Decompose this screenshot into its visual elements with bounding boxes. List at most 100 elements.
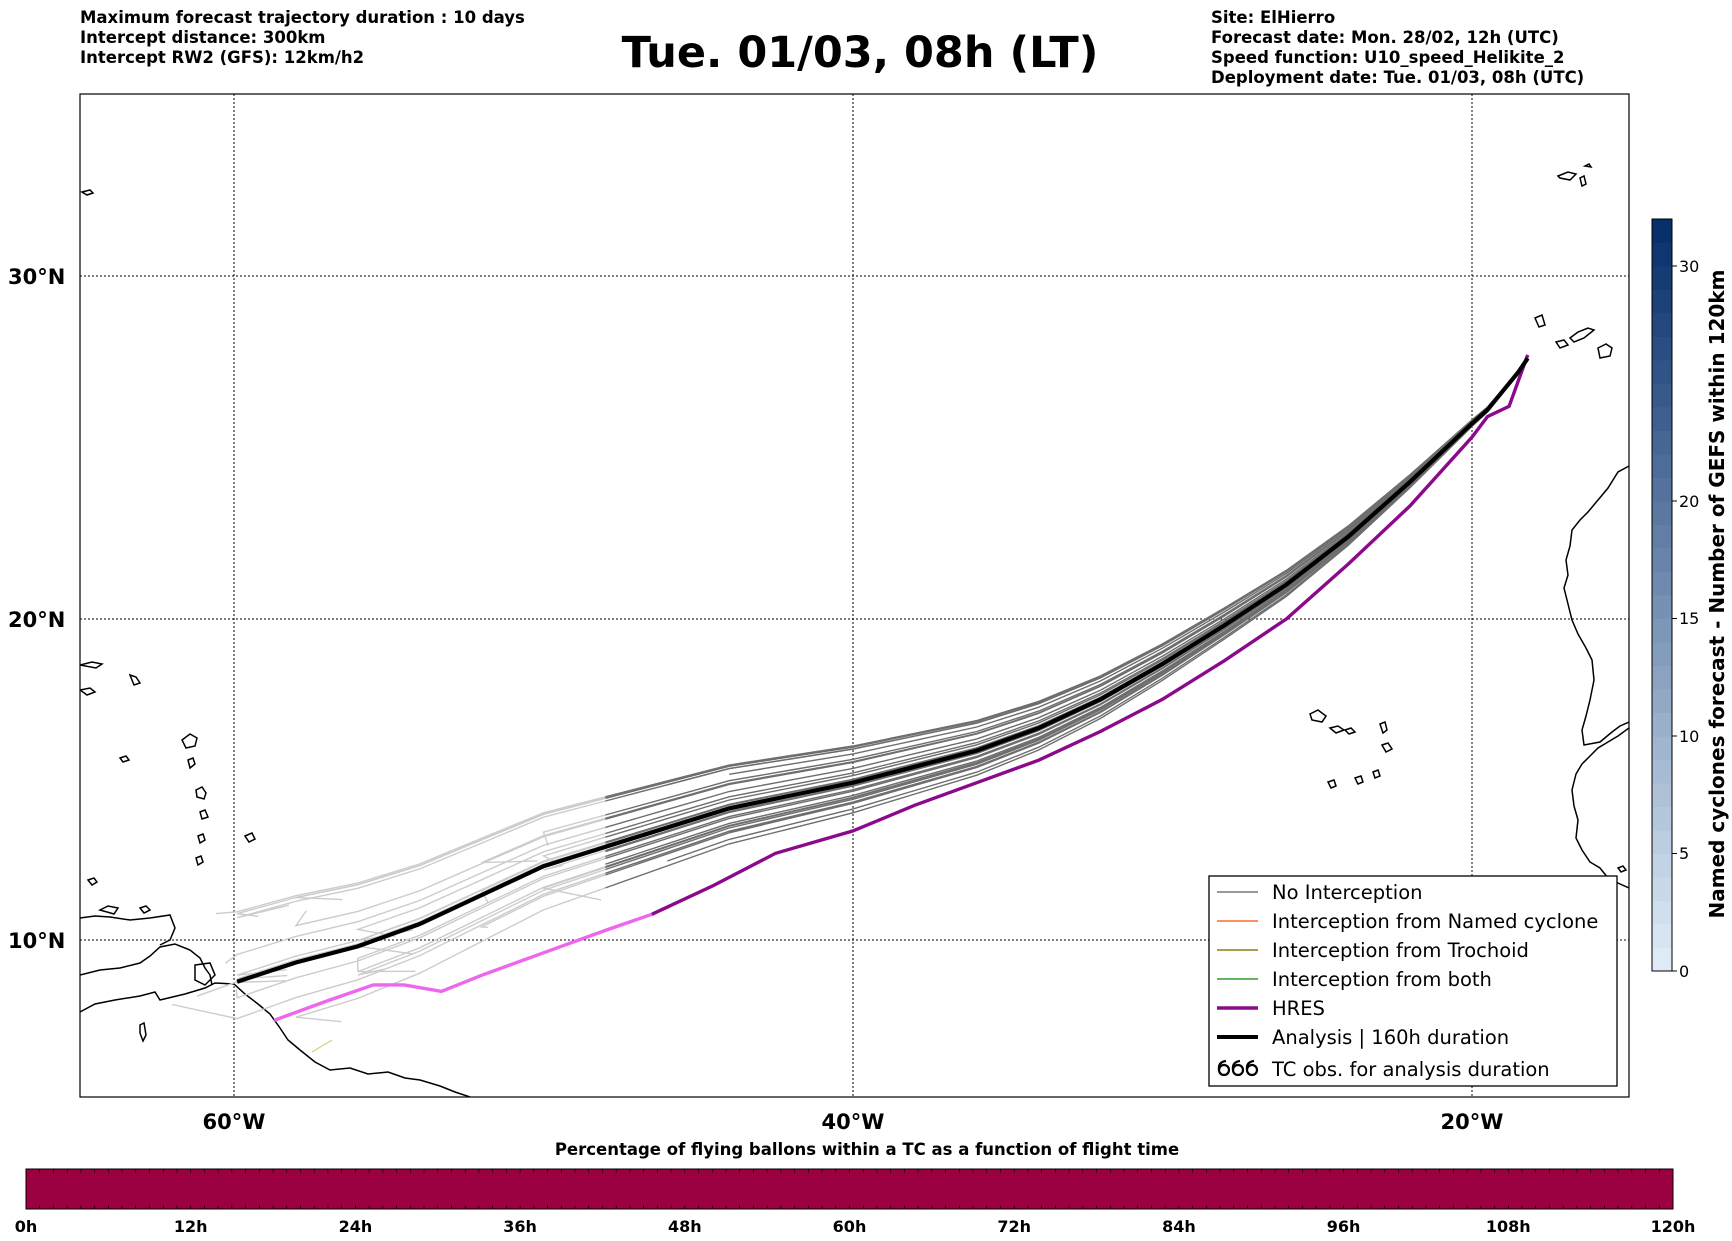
ensemble-track-early bbox=[355, 832, 606, 937]
ensemble-track-early bbox=[235, 857, 606, 999]
lon-label-20w: 20°W bbox=[1441, 1110, 1504, 1134]
flight-time-bar: Percentage of flying ballons within a TC… bbox=[15, 1140, 1696, 1236]
colorbar-band bbox=[1652, 642, 1672, 666]
islands-antilles-8 bbox=[86, 877, 99, 886]
param-intercept-distance: Intercept distance: 300km bbox=[80, 28, 326, 47]
lon-label-60w: 60°W bbox=[203, 1110, 266, 1134]
legend-label-analysis: Analysis | 160h duration bbox=[1272, 1026, 1509, 1049]
cyclone-symbols-icon bbox=[1217, 1059, 1259, 1077]
run-parameters: Maximum forecast trajectory duration : 1… bbox=[80, 8, 525, 68]
madeira-2 bbox=[1579, 174, 1587, 188]
colorbar-band bbox=[1652, 383, 1672, 408]
timebar-tick-label: 120h bbox=[1651, 1217, 1696, 1236]
colorbar-band bbox=[1652, 313, 1672, 337]
legend-item-no-interception: No Interception bbox=[1217, 881, 1423, 904]
colorbar-ticks bbox=[1672, 265, 1677, 972]
canary-4 bbox=[1597, 343, 1613, 359]
madeira-1 bbox=[1556, 171, 1578, 181]
deployment-date: Deployment date: Tue. 01/03, 08h (UTC) bbox=[1211, 68, 1585, 87]
legend-label-trochoid: Interception from Trochoid bbox=[1272, 939, 1529, 962]
colorbar-band bbox=[1652, 407, 1672, 431]
site-info: Site: ElHierro Forecast date: Mon. 28/02… bbox=[1211, 8, 1584, 88]
ensemble-track-early bbox=[481, 817, 606, 864]
cape-verde-6 bbox=[1326, 779, 1337, 789]
colorbar-tick-20: 20 bbox=[1679, 492, 1699, 511]
colorbar-band bbox=[1652, 548, 1672, 572]
ensemble-track-early bbox=[478, 874, 606, 928]
islands-nw-1 bbox=[80, 661, 104, 669]
timebar-tick-label: 108h bbox=[1486, 1217, 1531, 1236]
islands-antilles-6 bbox=[195, 855, 204, 867]
colorbar-band bbox=[1652, 266, 1672, 290]
legend-item-analysis: Analysis | 160h duration bbox=[1217, 1026, 1509, 1049]
longitude-labels: 60°W 40°W 20°W bbox=[203, 1110, 1504, 1134]
islands-antilles-9 bbox=[139, 1021, 147, 1043]
colorbar-band bbox=[1652, 712, 1672, 737]
colorbar-band bbox=[1652, 242, 1672, 267]
trinidad-island bbox=[194, 962, 216, 986]
colorbar-bands bbox=[1652, 219, 1672, 972]
timebar-minor-ticks bbox=[25, 1169, 1674, 1209]
cape-verde-8 bbox=[1372, 769, 1381, 779]
islands-nw-2 bbox=[80, 687, 97, 696]
map-area[interactable] bbox=[80, 94, 1629, 1097]
cape-verde-3 bbox=[1343, 727, 1357, 735]
timebar-tick-label: 96h bbox=[1327, 1217, 1361, 1236]
colorbar-band bbox=[1652, 289, 1672, 314]
colorbar-tick-5: 5 bbox=[1679, 844, 1689, 863]
hres-late-segment bbox=[651, 354, 1530, 916]
islands-antilles-3 bbox=[195, 786, 207, 800]
colorbar-band bbox=[1652, 501, 1672, 525]
ensemble-track-early bbox=[215, 796, 606, 915]
islands-nw-5 bbox=[80, 189, 95, 196]
ensemble-track-early bbox=[294, 818, 606, 927]
colorbar-tick-30: 30 bbox=[1679, 257, 1699, 276]
timebar-tick-label: 84h bbox=[1162, 1217, 1196, 1236]
colorbar-tick-15: 15 bbox=[1679, 609, 1699, 628]
canary-3 bbox=[1568, 327, 1596, 343]
colorbar-band bbox=[1652, 853, 1672, 878]
page-title: Tue. 01/03, 08h (LT) bbox=[621, 28, 1099, 78]
coastlines bbox=[80, 163, 1629, 1097]
hres-early-segment bbox=[273, 912, 653, 1022]
colorbar-band bbox=[1652, 477, 1672, 502]
legend-item-hres: HRES bbox=[1217, 997, 1325, 1020]
colorbar-band bbox=[1652, 336, 1672, 361]
lat-label-10n: 10°N bbox=[8, 929, 65, 953]
lat-label-20n: 20°N bbox=[8, 608, 65, 632]
timebar-tick-label: 12h bbox=[174, 1217, 208, 1236]
islands-antilles-4 bbox=[199, 809, 210, 820]
islands-nw-3 bbox=[128, 673, 142, 686]
islands-antilles-2 bbox=[187, 757, 196, 770]
cape-verde-4 bbox=[1379, 720, 1388, 735]
timebar-ticks: 0h 12h 24h 36h 48h 60h 72h 84h 96h 108h 120h bbox=[15, 1217, 1696, 1236]
colorbar-band bbox=[1652, 877, 1672, 901]
ensemble-track-early bbox=[543, 849, 606, 871]
islands-small-1 bbox=[97, 905, 120, 915]
ensemble-track-early bbox=[357, 868, 606, 976]
timebar-tick-label: 36h bbox=[503, 1217, 537, 1236]
legend-label-both: Interception from both bbox=[1272, 968, 1492, 991]
legend-label-tc-obs: TC obs. for analysis duration bbox=[1271, 1058, 1550, 1081]
ensemble-track bbox=[667, 357, 1529, 786]
colorbar-band bbox=[1652, 665, 1672, 690]
colorbar-band bbox=[1652, 219, 1672, 243]
colorbar-band bbox=[1652, 924, 1672, 948]
africa-coast-south bbox=[1571, 727, 1629, 889]
islands-antilles-7 bbox=[243, 832, 257, 843]
islands-antilles-1 bbox=[181, 733, 198, 749]
colorbar-tick-0: 0 bbox=[1679, 962, 1689, 981]
canary-1 bbox=[1534, 313, 1546, 328]
legend-item-named-cyclone: Interception from Named cyclone bbox=[1217, 910, 1598, 933]
ensemble-track-early bbox=[295, 797, 606, 901]
timebar-tick-label: 0h bbox=[15, 1217, 38, 1236]
ensemble-track-early bbox=[542, 814, 606, 846]
colorbar-band bbox=[1652, 571, 1672, 596]
ensemble-track-early bbox=[357, 841, 606, 942]
colorbar-band bbox=[1652, 524, 1672, 549]
legend-box bbox=[1208, 875, 1618, 1087]
timebar-tick-label: 72h bbox=[997, 1217, 1031, 1236]
site-name: Site: ElHierro bbox=[1211, 8, 1336, 27]
colorbar-band bbox=[1652, 947, 1672, 972]
